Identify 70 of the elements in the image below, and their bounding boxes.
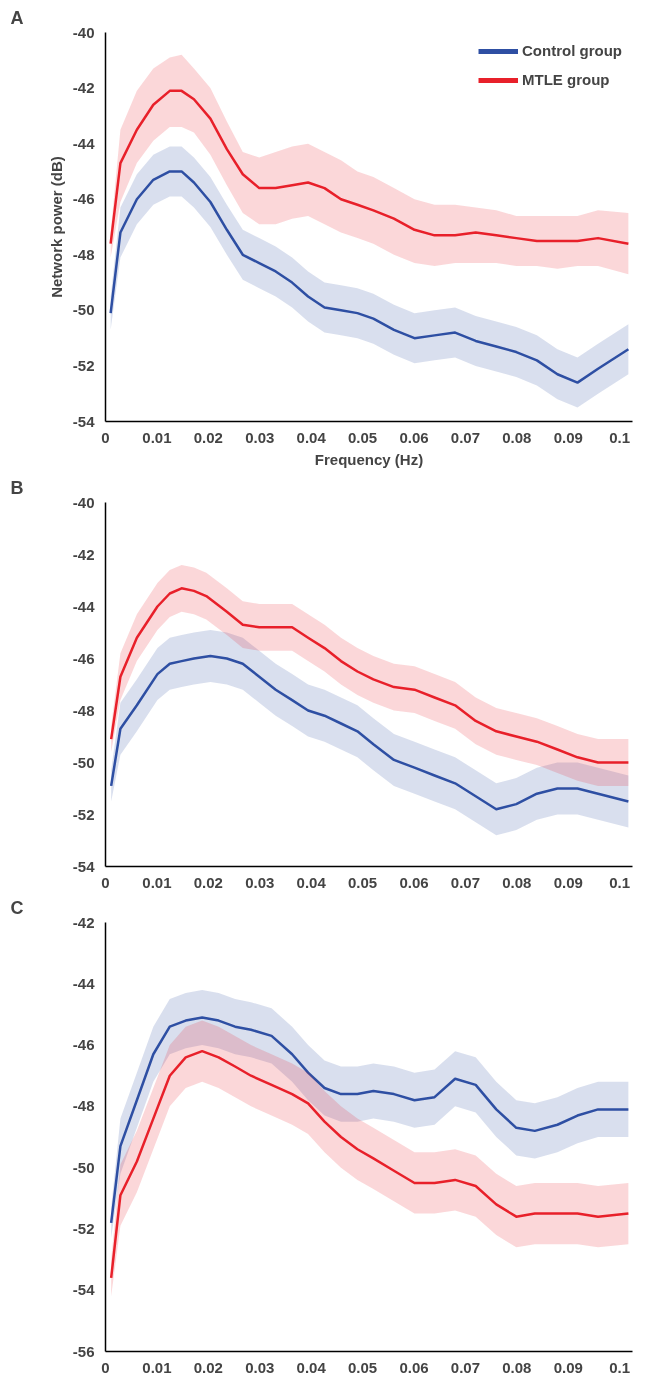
y-tick-label: -54 [72, 857, 96, 875]
y-tick-label: -48 [72, 245, 95, 263]
line-series [109, 587, 630, 764]
x-tick-label: 0.08 [502, 428, 532, 446]
y-tick-label: -40 [72, 23, 95, 41]
x-tick-label: 0.09 [553, 873, 583, 891]
x-tick-label: 0 [101, 428, 110, 446]
x-tick-label: 0.05 [347, 428, 378, 446]
x-tick-label: 0.07 [450, 873, 481, 891]
y-tick-label: -52 [72, 356, 95, 374]
y-tick-label: -52 [72, 805, 95, 823]
y-tick-label: -50 [72, 1158, 95, 1176]
y-tick-label: -44 [72, 597, 96, 615]
line-series [109, 654, 630, 811]
x-tick-label: 0.04 [296, 428, 327, 446]
y-tick-label: -46 [72, 190, 95, 208]
y-tick-label: -50 [72, 753, 95, 771]
x-tick-label: 0.1 [609, 873, 631, 891]
y-tick-label: -54 [72, 1281, 96, 1299]
line-series [109, 1049, 630, 1280]
x-tick-label: 0.01 [142, 873, 172, 891]
y-tick-label: -50 [72, 301, 95, 319]
y-tick-label: -44 [72, 974, 96, 992]
y-tick-label: -48 [72, 1097, 95, 1115]
y-tick-label: -46 [72, 649, 95, 667]
y-tick-label: -54 [72, 412, 96, 430]
y-tick-label: -40 [72, 493, 95, 511]
x-tick-label: 0 [101, 1358, 110, 1376]
y-tick-label: -48 [72, 701, 95, 719]
line-series [109, 170, 630, 384]
x-tick-label: 0.05 [347, 873, 378, 891]
legend-label: MTLE group [522, 71, 610, 88]
x-tick-label: 0.05 [347, 1358, 378, 1376]
chart-title: A [10, 7, 24, 28]
x-tick-label: 0.06 [399, 1358, 429, 1376]
x-tick-label: 0.04 [296, 1358, 327, 1376]
y-tick-label: -42 [72, 545, 95, 563]
legend-label: Control group [522, 42, 622, 59]
x-tick-label: 0.06 [399, 428, 429, 446]
x-tick-label: 0.1 [609, 428, 631, 446]
line-series [109, 89, 630, 245]
x-tick-label: 0.09 [553, 428, 583, 446]
x-axis-title: Frequency (Hz) [314, 450, 424, 468]
y-axis-title: Network power (dB) [47, 156, 65, 298]
x-tick-label: 0.01 [142, 428, 172, 446]
y-tick-label: -44 [72, 134, 96, 152]
x-tick-label: 0 [101, 873, 110, 891]
x-tick-label: 0.08 [502, 873, 532, 891]
x-tick-label: 0.03 [245, 1358, 275, 1376]
x-tick-label: 0.02 [193, 873, 223, 891]
y-tick-label: -52 [72, 1219, 95, 1237]
y-tick-label: -56 [72, 1342, 95, 1360]
y-tick-label: -42 [72, 913, 95, 931]
x-tick-label: 0.03 [245, 873, 275, 891]
x-tick-label: 0.02 [193, 428, 223, 446]
y-tick-label: -42 [72, 79, 95, 97]
x-tick-label: 0.06 [399, 873, 429, 891]
line-series [109, 1016, 630, 1225]
x-tick-label: 0.09 [553, 1358, 583, 1376]
x-tick-label: 0.01 [142, 1358, 172, 1376]
x-tick-label: 0.07 [450, 428, 481, 446]
x-tick-label: 0.04 [296, 873, 327, 891]
x-tick-label: 0.07 [450, 1358, 481, 1376]
chart-title: B [10, 477, 24, 498]
x-tick-label: 0.1 [609, 1358, 631, 1376]
x-tick-label: 0.03 [245, 428, 275, 446]
x-tick-label: 0.08 [502, 1358, 532, 1376]
x-tick-label: 0.02 [193, 1358, 223, 1376]
y-tick-label: -46 [72, 1036, 95, 1054]
chart-title: C [10, 897, 24, 918]
